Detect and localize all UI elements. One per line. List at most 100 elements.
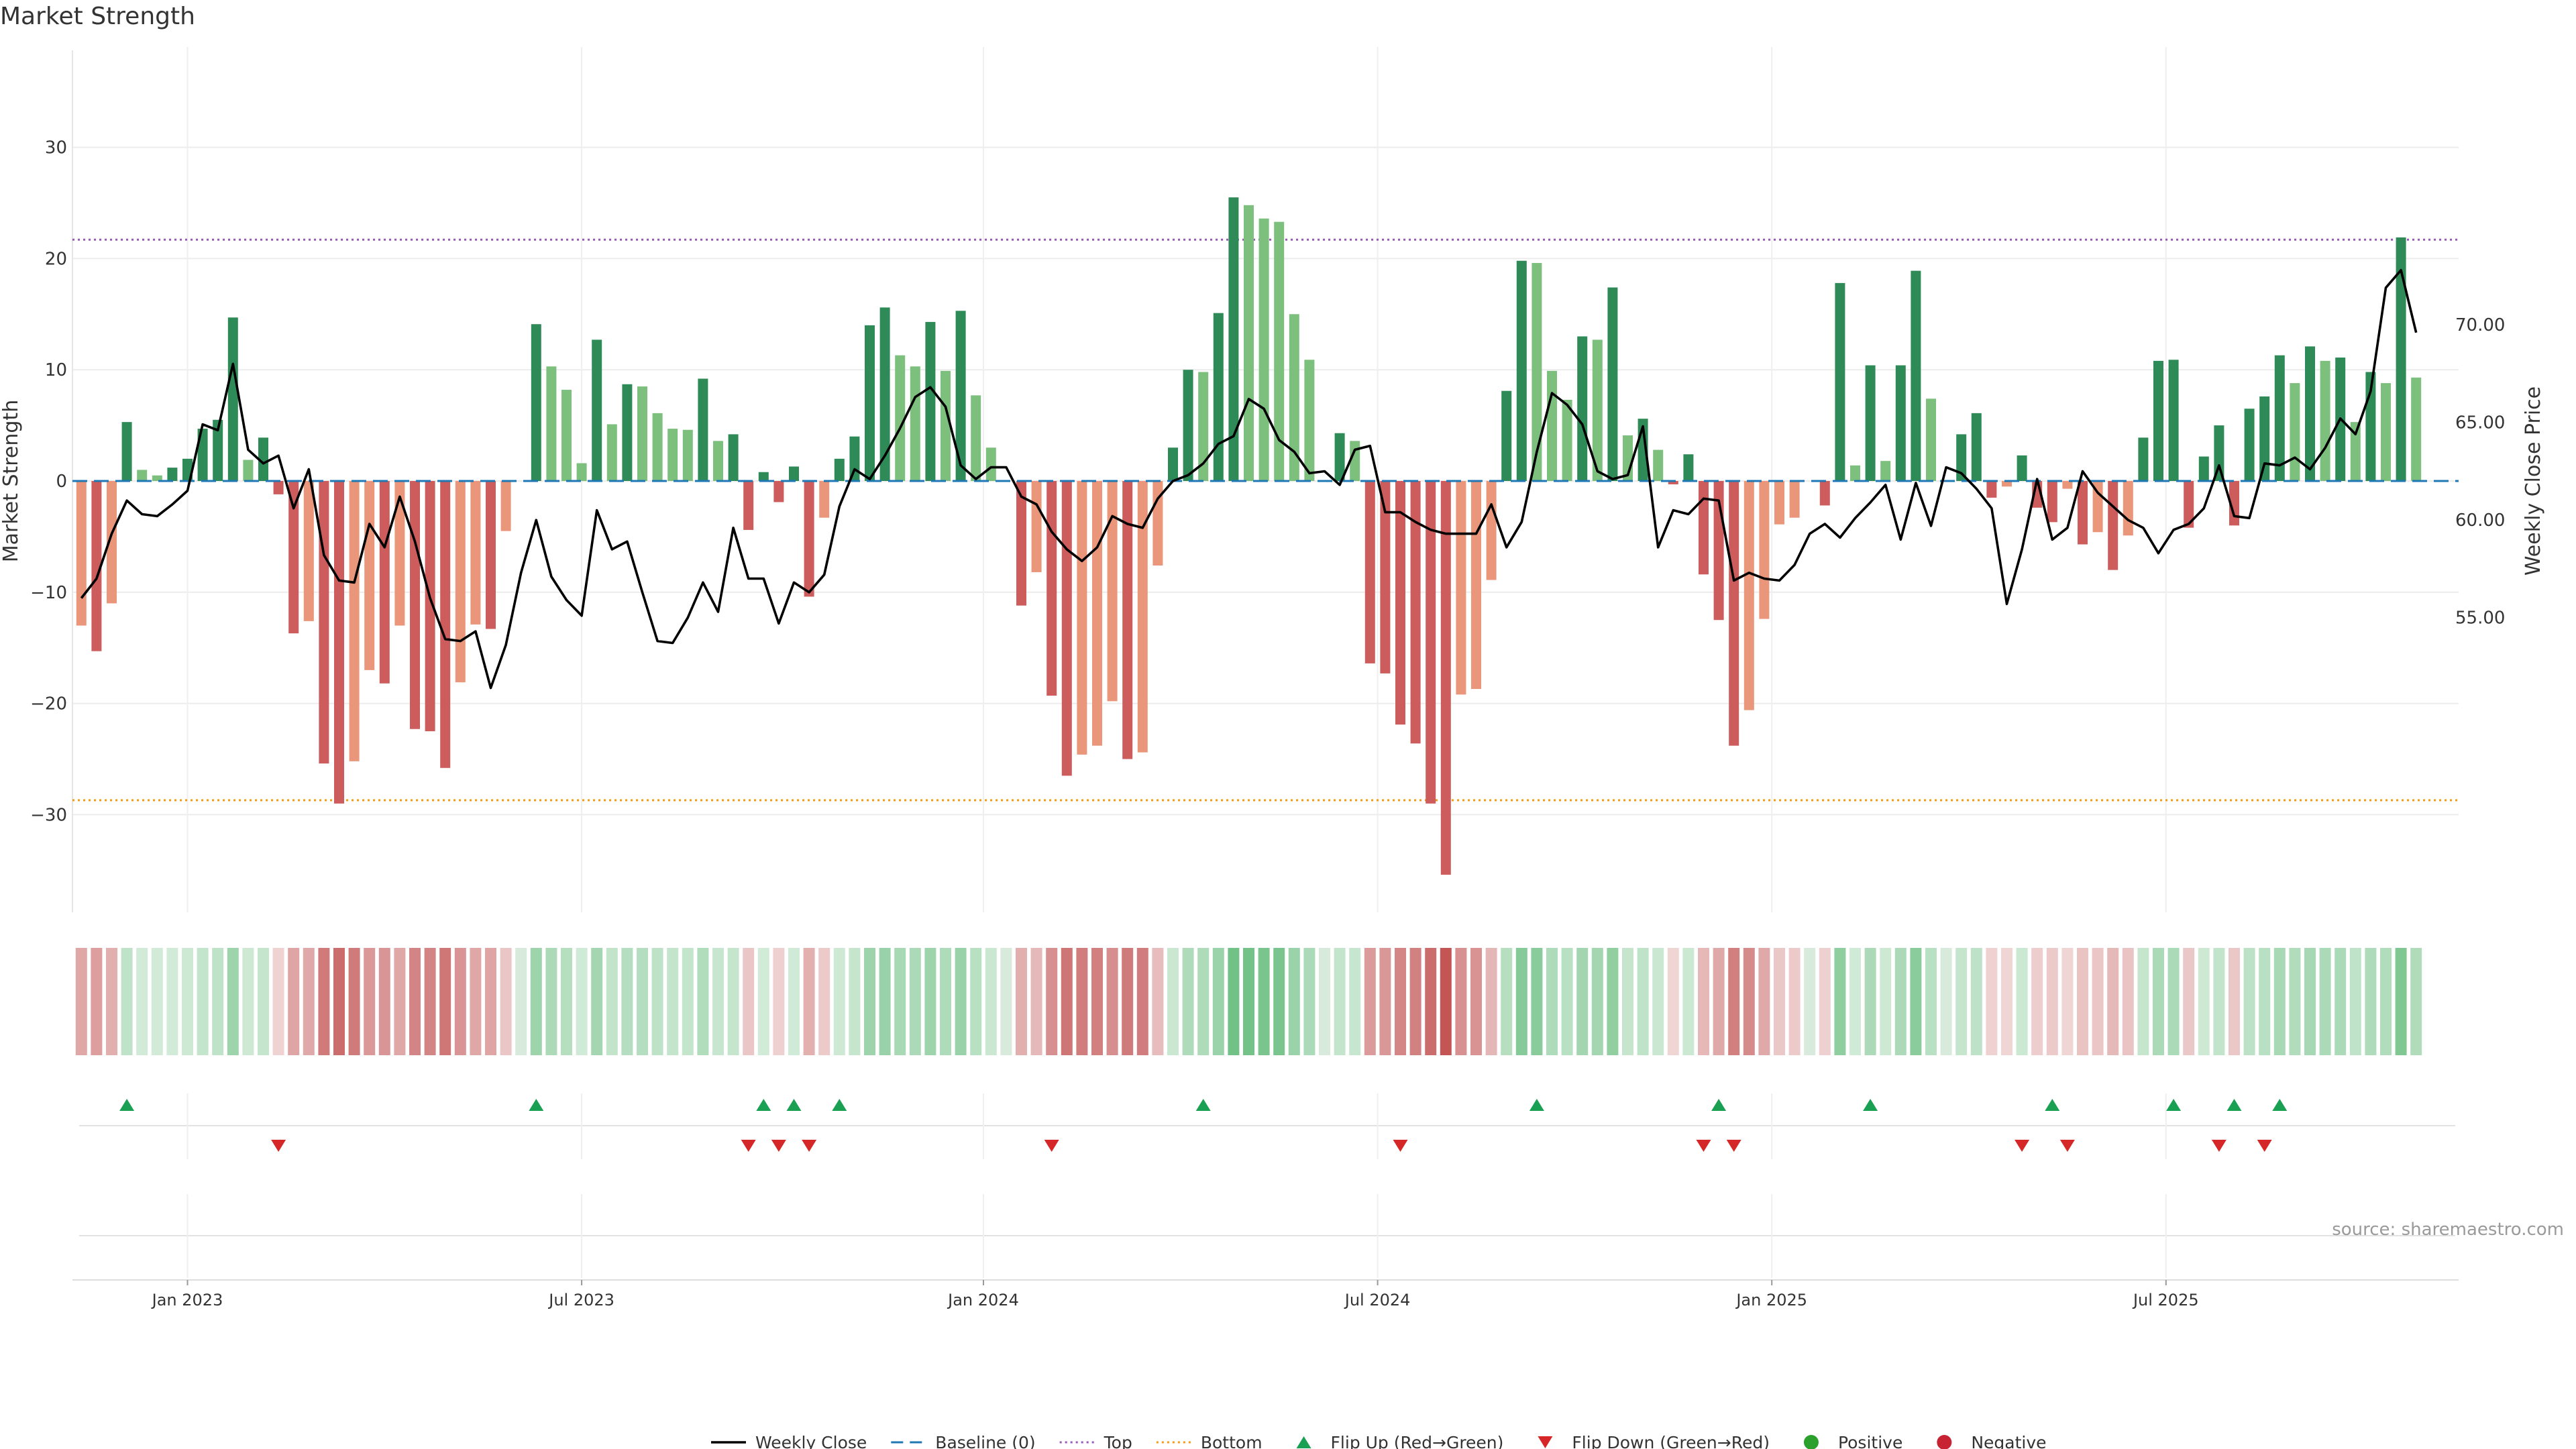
y2-tick-label: 60.00 (2455, 511, 2505, 531)
heat-cell (1576, 948, 1589, 1055)
y-tick-label: −30 (30, 805, 67, 825)
strength-bar (592, 339, 602, 481)
heat-cell (591, 948, 603, 1055)
flip-up-marker (119, 1099, 135, 1111)
heat-cell (1152, 948, 1164, 1055)
heat-cell (1122, 948, 1134, 1055)
x-tick-label: Jan 2023 (151, 1291, 223, 1309)
strength-bar (834, 458, 845, 481)
heat-cell (2243, 948, 2255, 1055)
heat-cell (1440, 948, 1452, 1055)
flip-up-marker (1863, 1099, 1878, 1111)
heat-cell (1607, 948, 1619, 1055)
y2-axis-label: Weekly Close Price (2522, 386, 2545, 576)
heat-cell (212, 948, 224, 1055)
heat-cell (1212, 948, 1224, 1055)
strength-bar (107, 481, 117, 604)
heat-cell (318, 948, 330, 1055)
heat-cell (1501, 948, 1513, 1055)
heat-cell (924, 948, 936, 1055)
heat-cell (1531, 948, 1543, 1055)
flip-down-marker (1696, 1140, 1711, 1152)
heat-cell (424, 948, 436, 1055)
legend-item: Flip Up (Red→Green) (1296, 1433, 1503, 1449)
flip-up-marker (1195, 1099, 1211, 1111)
heat-cell (1455, 948, 1467, 1055)
flip-down-marker (771, 1140, 786, 1152)
strength-bar (470, 481, 481, 625)
heat-cell (1319, 948, 1330, 1055)
flip-up-marker (832, 1099, 847, 1111)
heat-cell (106, 948, 117, 1055)
heat-cell (2273, 948, 2286, 1055)
source-note: source: sharemaestro.com (2332, 1220, 2564, 1240)
heat-cell (333, 948, 345, 1055)
heat-cell (1000, 948, 1012, 1055)
chart-legend: Weekly Close Baseline (0) Top Bottom Flip Up… (711, 1433, 2047, 1449)
strength-bar (1926, 398, 1936, 481)
heat-cell (757, 948, 769, 1055)
strength-bar (865, 325, 875, 481)
heat-cell (545, 948, 557, 1055)
heat-cell (136, 948, 148, 1055)
strength-bar (258, 437, 268, 481)
strength-bar (1911, 270, 1921, 481)
heat-cell (2213, 948, 2225, 1055)
strength-bar (789, 466, 799, 481)
strength-bar (743, 481, 754, 530)
heat-cell (272, 948, 284, 1055)
strength-bar (2078, 481, 2088, 545)
flip-down-marker (2059, 1140, 2075, 1152)
strength-bar (1986, 481, 1997, 498)
legend-item: Negative (1937, 1433, 2047, 1449)
strength-bar (849, 436, 860, 481)
heat-cell (955, 948, 967, 1055)
heat-cell (818, 948, 830, 1055)
y-axis-label: Market Strength (0, 400, 23, 562)
heat-cell (2395, 948, 2407, 1055)
legend-swatch-flip-up (1296, 1436, 1311, 1448)
strength-bar (440, 481, 451, 768)
strength-bar (1577, 336, 1588, 481)
strength-bar (941, 370, 951, 481)
strength-bar (682, 429, 693, 481)
strength-bar (1516, 260, 1527, 481)
strength-bar (1168, 447, 1178, 481)
flip-down-marker (2257, 1140, 2272, 1152)
heat-cell (454, 948, 466, 1055)
strength-bar (379, 481, 390, 684)
heat-cell (2107, 948, 2119, 1055)
heat-cell (1349, 948, 1361, 1055)
heat-cell (1334, 948, 1346, 1055)
strength-bar (1759, 481, 1770, 619)
legend-swatch-flip-down (1538, 1436, 1553, 1448)
strength-bar (895, 355, 906, 481)
strength-bar (213, 419, 223, 481)
heat-cell (2092, 948, 2104, 1055)
chart-title: Market Strength (0, 3, 195, 30)
flip-down-marker (1393, 1140, 1408, 1152)
strength-bar (1880, 461, 1891, 481)
heat-cell (1273, 948, 1285, 1055)
heat-cell (1546, 948, 1558, 1055)
heat-cell (1515, 948, 1527, 1055)
strength-bar (576, 463, 587, 481)
strength-bar (910, 366, 920, 481)
strength-bar (2244, 409, 2255, 481)
heat-cell (1258, 948, 1270, 1055)
y-tick-label: −20 (30, 694, 67, 714)
strength-bar (1016, 481, 1026, 606)
heat-cell (2259, 948, 2271, 1055)
heat-cell (2304, 948, 2316, 1055)
strength-bar (1532, 263, 1542, 481)
y-tick-label: 20 (45, 249, 67, 269)
heat-cell (364, 948, 376, 1055)
strength-bar (243, 460, 254, 481)
heat-cell (864, 948, 875, 1055)
strength-bar (1426, 481, 1436, 804)
strength-bar (667, 429, 678, 481)
strength-bar (758, 472, 769, 481)
heat-cell (1379, 948, 1391, 1055)
strength-bar (2350, 422, 2361, 481)
heat-cell (849, 948, 861, 1055)
